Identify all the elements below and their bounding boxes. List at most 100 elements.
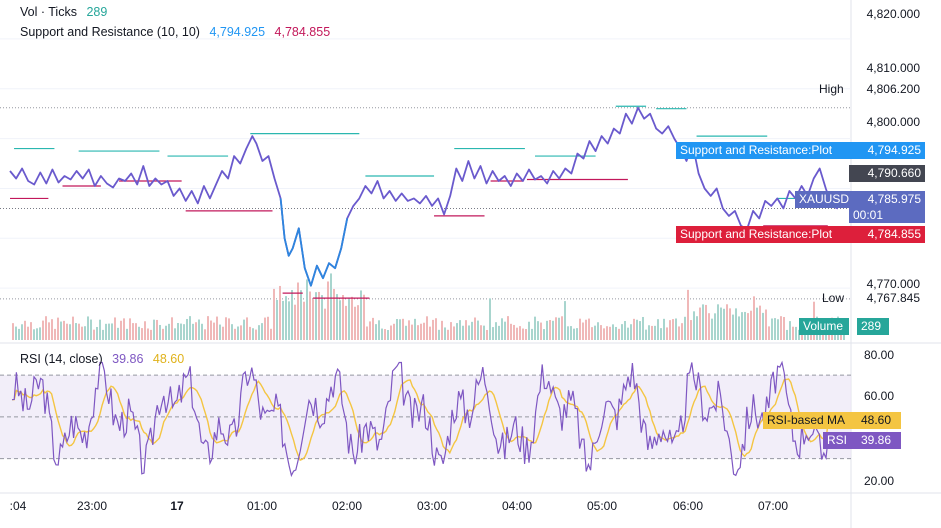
volume-bar [738, 316, 740, 340]
volume-bar [321, 295, 323, 340]
volume-bar [15, 326, 17, 340]
volume-bar [504, 321, 506, 340]
volume-bar [165, 325, 167, 340]
resistance-plot-label: Support and Resistance:Plot [676, 142, 849, 159]
volume-bar [639, 321, 641, 340]
volume-bar [417, 325, 419, 340]
volume-bar [261, 323, 263, 340]
volume-bar [318, 291, 320, 340]
volume-bar [684, 316, 686, 340]
volume-bar [792, 326, 794, 340]
volume-bar [177, 323, 179, 340]
rsi-tick-label: 20.00 [863, 474, 894, 488]
volume-bar [606, 326, 608, 340]
rsi-legend-value: 39.86 [112, 352, 144, 366]
volume-bar [486, 329, 488, 340]
volume-bar [111, 323, 113, 340]
volume-bar [759, 305, 761, 340]
volume-bar [603, 328, 605, 340]
volume-bar [720, 307, 722, 340]
high-label: High [819, 82, 844, 96]
volume-bar [162, 328, 164, 340]
volume-bar [234, 328, 236, 340]
volume-bar [363, 294, 365, 340]
volume-bar [180, 323, 182, 340]
volume-value-badge: 289 [857, 318, 889, 335]
volume-bar [774, 318, 776, 340]
volume-bar [474, 317, 476, 340]
volume-bar [645, 329, 647, 340]
volume-bar [216, 316, 218, 340]
volume-bar [513, 324, 515, 340]
volume-bar [222, 326, 224, 340]
volume-bar [648, 325, 650, 340]
volume-bar [495, 322, 497, 340]
volume-bar [51, 319, 53, 340]
sr-legend[interactable]: Support and Resistance (10, 10) 4,794.92… [20, 25, 336, 39]
volume-legend[interactable]: Vol · Ticks 289 [20, 5, 113, 19]
volume-bar [99, 319, 101, 340]
volume-bar [33, 329, 35, 340]
volume-bar [657, 319, 659, 340]
volume-bar [336, 294, 338, 340]
volume-bar [330, 273, 332, 340]
volume-bar [405, 325, 407, 340]
volume-bar [756, 307, 758, 340]
volume-bar [207, 316, 209, 340]
volume-bar [54, 328, 56, 340]
volume-bar [477, 320, 479, 340]
price-line [9, 106, 839, 287]
volume-bar [621, 324, 623, 340]
rsi-tick-label: 80.00 [863, 348, 894, 362]
volume-bar [693, 311, 695, 340]
volume-bar [432, 319, 434, 340]
volume-bar [63, 320, 65, 340]
volume-bar [411, 324, 413, 340]
price-tick-label: 4,810.000 [866, 61, 920, 75]
volume-bar [276, 300, 278, 340]
volume-bar [588, 318, 590, 340]
volume-bar [519, 326, 521, 340]
rsi-label: RSI [823, 432, 857, 449]
volume-bar [414, 318, 416, 340]
countdown: 00:01 [853, 208, 884, 222]
volume-bar [153, 319, 155, 340]
volume-legend-value: 289 [86, 5, 108, 19]
volume-bar [447, 329, 449, 340]
volume-bar [78, 323, 80, 340]
volume-bar [726, 304, 728, 340]
volume-bar [81, 326, 83, 340]
volume-bar [87, 316, 89, 340]
time-label: 05:00 [586, 499, 618, 513]
volume-bar [489, 298, 491, 340]
rsi-tick-label: 60.00 [863, 389, 894, 403]
volume-bar [615, 326, 617, 340]
volume-bar [672, 319, 674, 340]
volume-bar [255, 329, 257, 340]
volume-bar [675, 318, 677, 340]
time-label: 07:00 [757, 499, 789, 513]
volume-bar [309, 291, 311, 340]
volume-bar [327, 281, 329, 340]
support-value-badge: 4,784.855 [849, 226, 925, 243]
volume-bar [126, 328, 128, 340]
volume-bar [348, 297, 350, 340]
volume-bar [27, 326, 29, 340]
volume-bar [636, 319, 638, 340]
volume-bar [342, 294, 344, 340]
volume-bar [201, 323, 203, 340]
volume-bar [231, 324, 233, 340]
volume-bar [576, 328, 578, 340]
sr-legend-label: Support and Resistance (10, 10) [20, 25, 200, 39]
volume-bar [273, 288, 275, 340]
last-price-badge: 4,785.975 00:01 [849, 191, 925, 223]
volume-bar [18, 328, 20, 340]
time-label: 03:00 [416, 499, 448, 513]
rsi-legend[interactable]: RSI (14, close) 39.86 48.60 [20, 352, 190, 366]
sr-legend-resistance: 4,794.925 [209, 25, 266, 39]
sr-legend-support: 4,784.855 [274, 25, 331, 39]
volume-bar [390, 325, 392, 340]
volume-bar [384, 329, 386, 340]
time-label: 02:00 [331, 499, 363, 513]
